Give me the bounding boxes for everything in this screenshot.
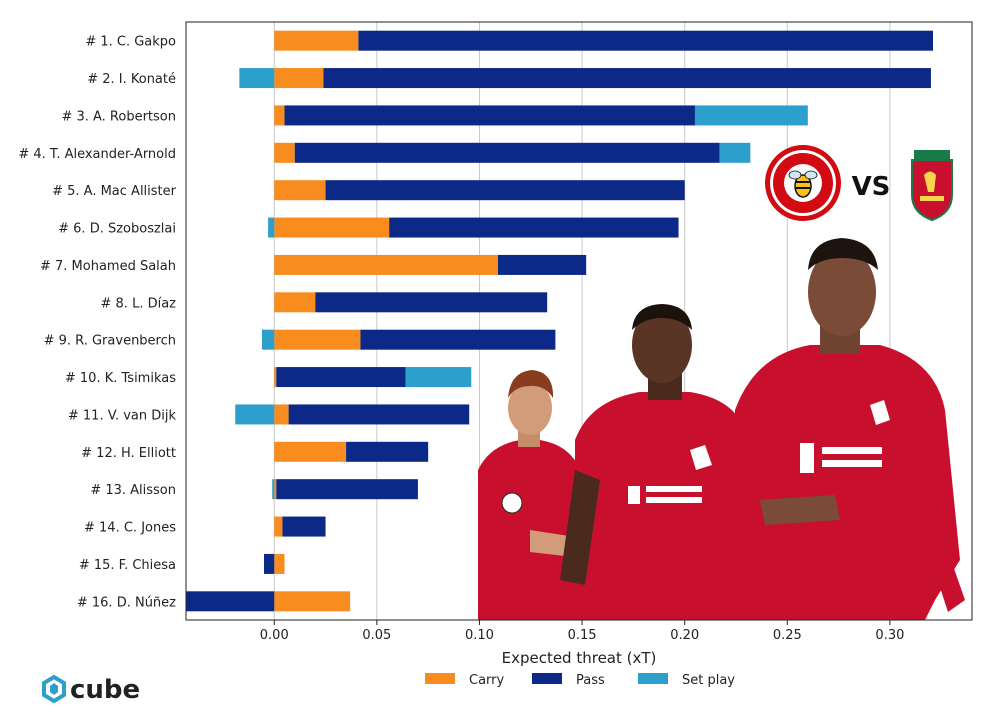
bar-carry (274, 142, 295, 163)
category-label: # 7. Mohamed Salah (40, 259, 176, 274)
category-label: # 14. C. Jones (84, 521, 176, 536)
category-label: # 15. F. Chiesa (79, 558, 176, 573)
category-label: # 11. V. van Dijk (68, 408, 177, 423)
category-label: # 2. I. Konaté (87, 72, 176, 87)
bar-carry (274, 30, 359, 51)
bar-carry (274, 591, 351, 612)
x-tick-label: 0.00 (260, 628, 289, 643)
bar-pass (276, 367, 406, 388)
bar-pass (497, 254, 587, 275)
bar-pass (263, 553, 275, 574)
x-tick-label: 0.10 (465, 628, 494, 643)
x-tick-label: 0.30 (875, 628, 904, 643)
legend-swatch (425, 673, 455, 684)
x-tick-label: 0.15 (568, 628, 597, 643)
bar-pass (346, 441, 429, 462)
bar-carry (274, 217, 390, 238)
x-tick-label: 0.25 (773, 628, 802, 643)
plot-frame (185, 21, 973, 621)
category-label: # 13. Alisson (90, 483, 176, 498)
bar-set-play (261, 329, 275, 350)
bar-set-play (239, 68, 275, 89)
bar-pass (294, 142, 720, 163)
category-label: # 10. K. Tsimikas (65, 371, 176, 386)
bar-set-play (235, 404, 275, 425)
x-tick-labels: 0.00 0.05 0.10 0.15 0.20 0.25 0.30 (260, 620, 904, 643)
brand-name: cube (70, 675, 140, 705)
category-label: # 1. C. Gakpo (85, 35, 176, 50)
bar-pass (288, 404, 470, 425)
bar-pass (186, 591, 275, 612)
player-photos (478, 238, 965, 620)
legend: Carry Pass Set play (425, 673, 735, 688)
bar-pass (276, 479, 418, 500)
category-labels: # 1. C. Gakpo # 2. I. Konaté # 3. A. Rober… (18, 35, 176, 611)
category-label: # 5. A. Mac Allister (52, 184, 177, 199)
category-label: # 4. T. Alexander-Arnold (18, 147, 176, 162)
bar-carry (274, 367, 277, 388)
category-label: # 12. H. Elliott (81, 446, 176, 461)
player-photo-konate (560, 304, 750, 620)
bar-set-play (268, 217, 275, 238)
bar-carry (274, 292, 316, 313)
bar-pass (282, 516, 326, 537)
bar-set-play (694, 105, 808, 126)
x-tick-label: 0.05 (362, 628, 391, 643)
cube-logo: cube (42, 674, 140, 705)
bar-pass (389, 217, 679, 238)
category-label: # 3. A. Robertson (61, 109, 176, 124)
bar-carry (274, 479, 277, 500)
category-label: # 16. D. Núñez (77, 595, 176, 610)
x-axis-title: Expected threat (xT) (502, 649, 657, 667)
bar-pass (284, 105, 695, 126)
bar-pass (358, 30, 934, 51)
bar-pass (323, 68, 931, 89)
bar-carry (274, 68, 324, 89)
legend-label: Pass (576, 673, 605, 688)
bar-pass (325, 180, 685, 201)
bar-carry (274, 105, 285, 126)
bar-carry (274, 329, 361, 350)
bar-carry (274, 516, 283, 537)
category-label: # 6. D. Szoboszlai (58, 222, 176, 237)
bar-carry (274, 553, 285, 574)
legend-swatch (638, 673, 668, 684)
vs-label: VS (852, 172, 891, 202)
bars (186, 30, 934, 612)
category-label: # 9. R. Gravenberch (44, 334, 176, 349)
bar-carry (274, 254, 498, 275)
bar-carry (274, 180, 326, 201)
player-photo-gakpo (735, 238, 965, 620)
category-label: # 8. L. Díaz (101, 296, 177, 311)
legend-swatch (532, 673, 562, 684)
cube-hexagon-icon (42, 674, 66, 704)
liverpool-crest-icon (911, 150, 953, 222)
bar-carry (274, 441, 347, 462)
brentford-crest-icon (765, 145, 841, 221)
bar-pass (315, 292, 548, 313)
bar-set-play (405, 367, 472, 388)
legend-label: Set play (682, 673, 735, 688)
bar-set-play (719, 142, 751, 163)
axes-frame (185, 21, 973, 621)
bar-set-play (272, 479, 275, 500)
x-tick-label: 0.20 (670, 628, 699, 643)
bar-carry (274, 404, 289, 425)
legend-label: Carry (469, 673, 505, 688)
bar-pass (360, 329, 556, 350)
